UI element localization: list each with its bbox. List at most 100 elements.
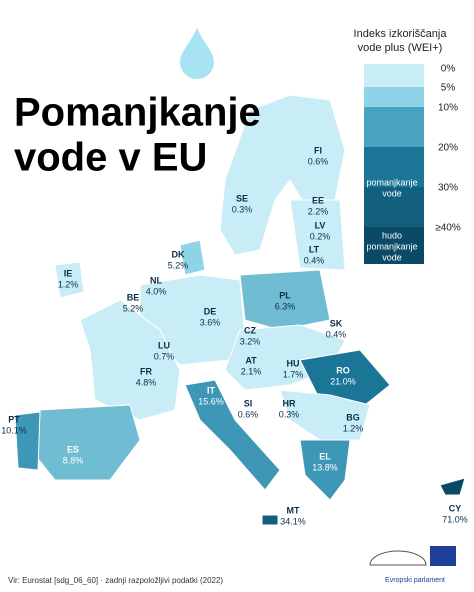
- country-value: 5.2%: [123, 303, 144, 313]
- country-value: 15.6%: [198, 396, 224, 406]
- country-code: EL: [319, 451, 331, 461]
- country-value: 13.8%: [312, 462, 338, 472]
- country-label: SK0.4%: [326, 318, 347, 339]
- country-value: 5.2%: [168, 260, 189, 270]
- source: Vir: Eurostat [sdg_06_60] · zadnji razpo…: [8, 576, 223, 585]
- country-value: 1.2%: [58, 279, 79, 289]
- band-label: vode: [382, 252, 402, 262]
- country-code: EE: [312, 195, 324, 205]
- country-value: 3.6%: [200, 317, 221, 327]
- country-label: BE5.2%: [123, 292, 144, 313]
- legend-tick: 0%: [441, 64, 456, 75]
- country-code: ES: [67, 444, 79, 454]
- country-value: 4.0%: [146, 286, 167, 296]
- country-label: SI0.6%: [238, 398, 259, 419]
- country-value: 0.3%: [232, 204, 253, 214]
- country-value: 0.6%: [238, 409, 259, 419]
- country-label: HU1.7%: [283, 358, 304, 379]
- legend-tick: 20%: [438, 143, 458, 154]
- country-label: DE3.6%: [200, 306, 221, 327]
- country-label: HR0.3%: [279, 398, 300, 419]
- country-value: 8.8%: [63, 455, 84, 465]
- country-code: NL: [150, 275, 162, 285]
- country-code: FR: [140, 366, 152, 376]
- country-value: 4.8%: [136, 377, 157, 387]
- country-value: 34.1%: [280, 516, 306, 526]
- country-value: 2.2%: [308, 206, 329, 216]
- country-label: LU0.7%: [154, 340, 175, 361]
- country-value: 21.0%: [330, 376, 356, 386]
- band-label: hudo: [382, 230, 402, 240]
- country-code: HR: [283, 398, 296, 408]
- country-label: DK5.2%: [168, 249, 189, 270]
- country-label: ES8.8%: [63, 444, 84, 465]
- country-code: BG: [346, 412, 360, 422]
- country-label: EE2.2%: [308, 195, 329, 216]
- country-value: 1.7%: [283, 369, 304, 379]
- country-label: SE0.3%: [232, 193, 253, 214]
- country-label: PL6.3%: [275, 290, 296, 311]
- country-code: IE: [64, 268, 73, 278]
- country-code: FI: [314, 145, 322, 155]
- country-code: LV: [315, 220, 326, 230]
- country-label: FR4.8%: [136, 366, 157, 387]
- country-value: 3.2%: [240, 336, 261, 346]
- country-value: 0.7%: [154, 351, 175, 361]
- country-label: BG1.2%: [343, 412, 364, 433]
- logo-text: Evropski parlament: [385, 577, 445, 584]
- band-label: pomanjkanje: [366, 241, 417, 251]
- country-code: RO: [336, 365, 350, 375]
- country-code: LT: [309, 244, 320, 254]
- country-label: IE1.2%: [58, 268, 79, 289]
- country-value: 0.2%: [310, 231, 331, 241]
- legend-tick: 5%: [441, 83, 456, 94]
- country-value: 6.3%: [275, 301, 296, 311]
- country-code: PT: [8, 414, 20, 424]
- country-code: IT: [207, 385, 216, 395]
- country-label: FI0.6%: [308, 145, 329, 166]
- country-code: SK: [330, 318, 343, 328]
- country-code: DE: [204, 306, 217, 316]
- country-label: CZ3.2%: [240, 325, 261, 346]
- legend-tick: ≥40%: [435, 223, 461, 234]
- country-code: SI: [244, 398, 253, 408]
- country-label: LV0.2%: [310, 220, 331, 241]
- country-value: 1.2%: [343, 423, 364, 433]
- country-label: NL4.0%: [146, 275, 167, 296]
- legend-title: Indeks izkoriščanja: [354, 28, 448, 40]
- title-line: Pomanjkanje: [14, 91, 261, 135]
- drop-icon: [180, 28, 214, 79]
- country-label: AT2.1%: [241, 355, 262, 376]
- title-line: vode v EU: [14, 136, 207, 180]
- country-code: DK: [172, 249, 185, 259]
- country-code: MT: [287, 505, 300, 515]
- country-code: PL: [279, 290, 291, 300]
- legend-tick: 10%: [438, 103, 458, 114]
- country-value: 2.1%: [241, 366, 262, 376]
- country-code: CZ: [244, 325, 256, 335]
- logo: Evropski parlament: [369, 546, 456, 584]
- country-value: 10.1%: [1, 425, 27, 435]
- country-value: 0.4%: [326, 329, 347, 339]
- legend-tick: 30%: [438, 183, 458, 194]
- band-label: pomanjkanje: [366, 177, 417, 187]
- land: [14, 94, 466, 526]
- band-label: vode: [382, 188, 402, 198]
- legend-title: vode plus (WEI+): [358, 42, 443, 54]
- country-value: 71.0%: [442, 514, 468, 524]
- country-code: BE: [127, 292, 140, 302]
- country-value: 0.4%: [304, 255, 325, 265]
- country-value: 0.3%: [279, 409, 300, 419]
- country-value: 0.6%: [308, 156, 329, 166]
- country-code: AT: [245, 355, 257, 365]
- country-label: LT0.4%: [304, 244, 325, 265]
- country-code: HU: [287, 358, 300, 368]
- country-code: SE: [236, 193, 248, 203]
- legend-scale: [364, 64, 424, 264]
